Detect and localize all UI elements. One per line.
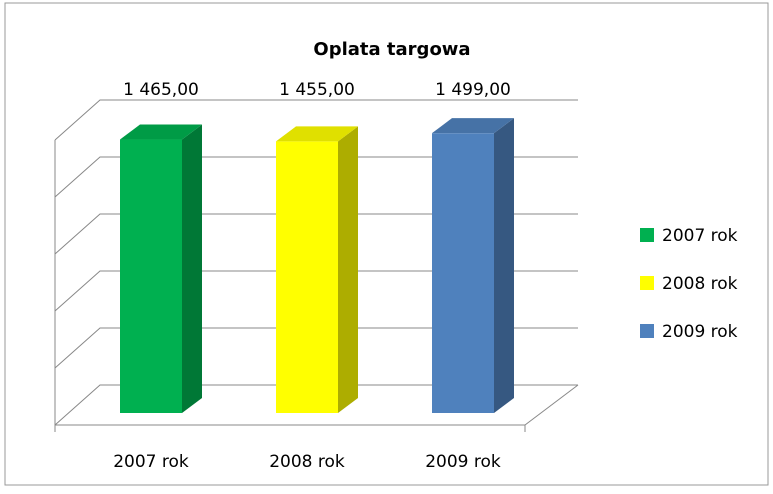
bar-side — [338, 126, 358, 414]
grid-line — [54, 384, 578, 426]
chart-title: Oplata targowa — [313, 39, 470, 60]
legend-swatch — [640, 276, 654, 290]
bar-side — [182, 124, 202, 414]
grid-line — [54, 327, 578, 369]
legend-label: 2008 rok — [662, 274, 738, 294]
grid-line — [54, 156, 578, 198]
x-tick-label: 2009 rok — [425, 452, 501, 472]
value-label: 1 465,00 — [123, 80, 199, 100]
legend-swatch — [640, 228, 654, 242]
frame — [4, 2, 769, 486]
legend-label: 2009 rok — [662, 322, 738, 342]
value-label: 1 455,00 — [279, 80, 355, 100]
legend-label: 2007 rok — [662, 226, 738, 246]
grid-line — [54, 270, 578, 312]
bar-side — [494, 118, 514, 413]
value-label: 1 499,00 — [435, 80, 511, 100]
grid-line — [54, 213, 578, 255]
x-tick-label: 2007 rok — [113, 452, 189, 472]
bar — [432, 133, 494, 414]
bar-top — [120, 124, 202, 140]
bar — [120, 139, 182, 414]
floor-edge — [524, 384, 579, 426]
x-tick-label: 2008 rok — [269, 452, 345, 472]
bar-top — [276, 126, 358, 142]
bar-top — [432, 118, 514, 134]
legend-swatch — [640, 324, 654, 338]
grid-line — [54, 99, 578, 141]
bar — [276, 141, 338, 413]
